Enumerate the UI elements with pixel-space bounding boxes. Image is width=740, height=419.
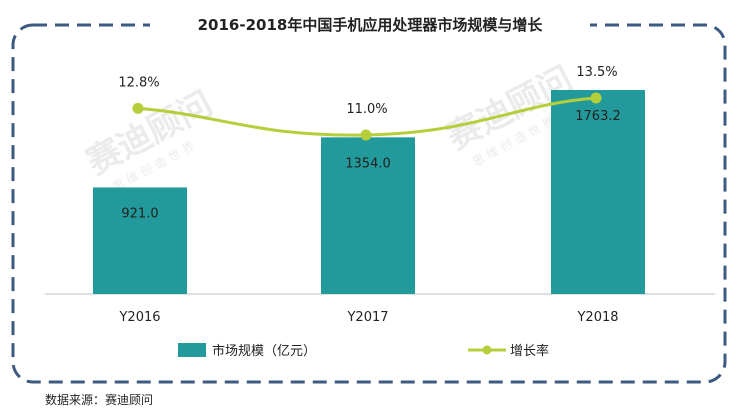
growth-point-Y2018 [590, 92, 602, 104]
bar-series [93, 90, 645, 294]
legend-bar-swatch [178, 343, 206, 357]
bar-Y2016 [93, 187, 187, 294]
growth-point-Y2016 [132, 102, 144, 114]
growth-point-Y2017 [360, 129, 372, 141]
bar-Y2017 [321, 137, 415, 294]
growth-label-Y2018: 13.5% [576, 65, 617, 80]
legend-line-marker [482, 345, 492, 355]
bar-label-Y2018: 1763.2 [575, 109, 621, 124]
chart-title: 2016-2018年中国手机应用处理器市场规模与增长 [198, 16, 544, 34]
legend: 市场规模（亿元） 增长率 [178, 343, 549, 359]
line-series [132, 92, 602, 141]
x-tick-labels: Y2016 Y2017 Y2018 [118, 310, 618, 325]
source-note: 数据来源：赛迪顾问 [45, 392, 153, 407]
title-background [150, 10, 590, 38]
bar-Y2018 [551, 90, 645, 294]
data-labels: 921.0 1354.0 1763.2 12.8% 11.0% 13.5% [118, 65, 620, 221]
growth-label-Y2017: 11.0% [346, 102, 387, 117]
legend-bar-label: 市场规模（亿元） [212, 343, 316, 359]
growth-label-Y2016: 12.8% [118, 75, 159, 90]
x-tick-Y2016: Y2016 [118, 310, 160, 325]
bar-label-Y2017: 1354.0 [345, 156, 391, 171]
legend-line-label: 增长率 [510, 343, 549, 359]
bar-label-Y2016: 921.0 [121, 206, 158, 221]
x-tick-Y2018: Y2018 [576, 310, 618, 325]
x-tick-Y2017: Y2017 [346, 310, 388, 325]
watermark-logo-1: 赛迪顾问 思 维 创 造 世 界 [80, 84, 219, 194]
